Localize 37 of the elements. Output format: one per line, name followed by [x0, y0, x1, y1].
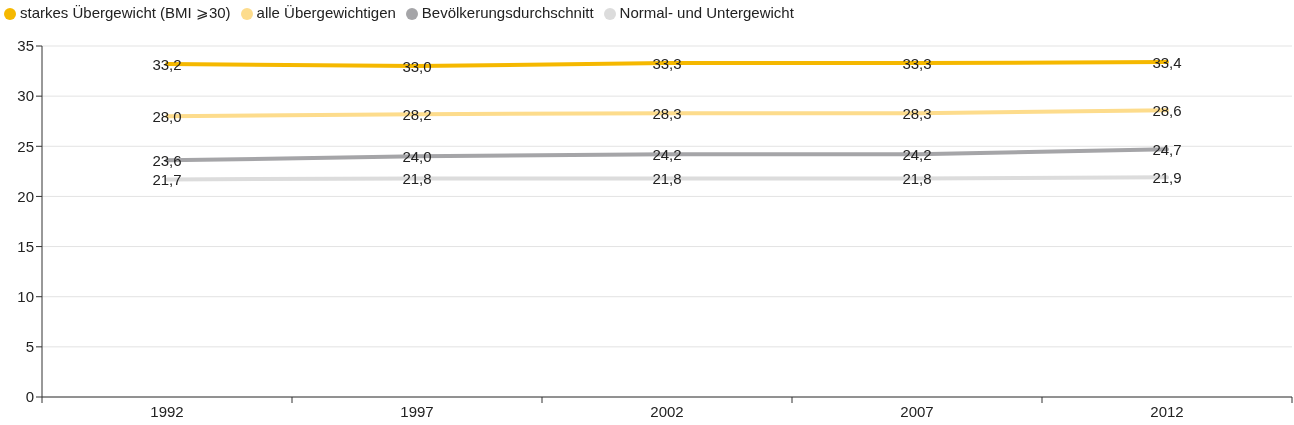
y-tick-label: 5 — [25, 338, 34, 356]
data-label: 23,6 — [152, 152, 182, 170]
legend-label: Normal- und Untergewicht — [619, 4, 794, 21]
data-label: 24,7 — [1152, 141, 1182, 159]
data-label: 33,4 — [1152, 54, 1182, 72]
data-label: 28,0 — [152, 108, 182, 126]
data-label: 33,3 — [902, 55, 932, 73]
data-label: 24,0 — [402, 148, 432, 166]
data-label: 28,6 — [1152, 102, 1182, 120]
data-label: 33,0 — [402, 58, 432, 76]
data-label: 33,2 — [152, 56, 182, 74]
y-tick-label: 25 — [17, 137, 34, 155]
data-label: 21,8 — [402, 170, 432, 188]
data-label: 21,9 — [1152, 169, 1182, 187]
data-label: 21,8 — [902, 170, 932, 188]
legend-label: starkes Übergewicht (BMI ⩾30) — [20, 4, 231, 21]
data-label: 33,3 — [652, 55, 682, 73]
legend-label: Bevölkerungsdurchschnitt — [421, 4, 594, 21]
x-tick-label: 1997 — [400, 403, 434, 420]
data-label: 24,2 — [652, 146, 682, 164]
data-label: 21,7 — [152, 171, 182, 189]
legend-label: alle Übergewichtigen — [256, 4, 396, 21]
y-tick-label: 15 — [17, 237, 34, 255]
x-tick-label: 2002 — [650, 403, 684, 420]
x-tick-label: 2007 — [900, 403, 934, 420]
y-tick-label: 35 — [17, 37, 34, 55]
data-label: 28,3 — [902, 105, 932, 123]
y-tick-label: 20 — [17, 187, 34, 205]
x-tick-label: 2012 — [1150, 403, 1184, 420]
y-tick-label: 0 — [25, 388, 34, 406]
data-label: 21,8 — [652, 170, 682, 188]
y-tick-label: 10 — [17, 288, 34, 306]
data-label: 24,2 — [902, 146, 932, 164]
data-label: 28,2 — [402, 106, 432, 124]
y-tick-label: 30 — [17, 87, 34, 105]
x-tick-label: 1992 — [150, 403, 184, 420]
data-label: 28,3 — [652, 105, 682, 123]
